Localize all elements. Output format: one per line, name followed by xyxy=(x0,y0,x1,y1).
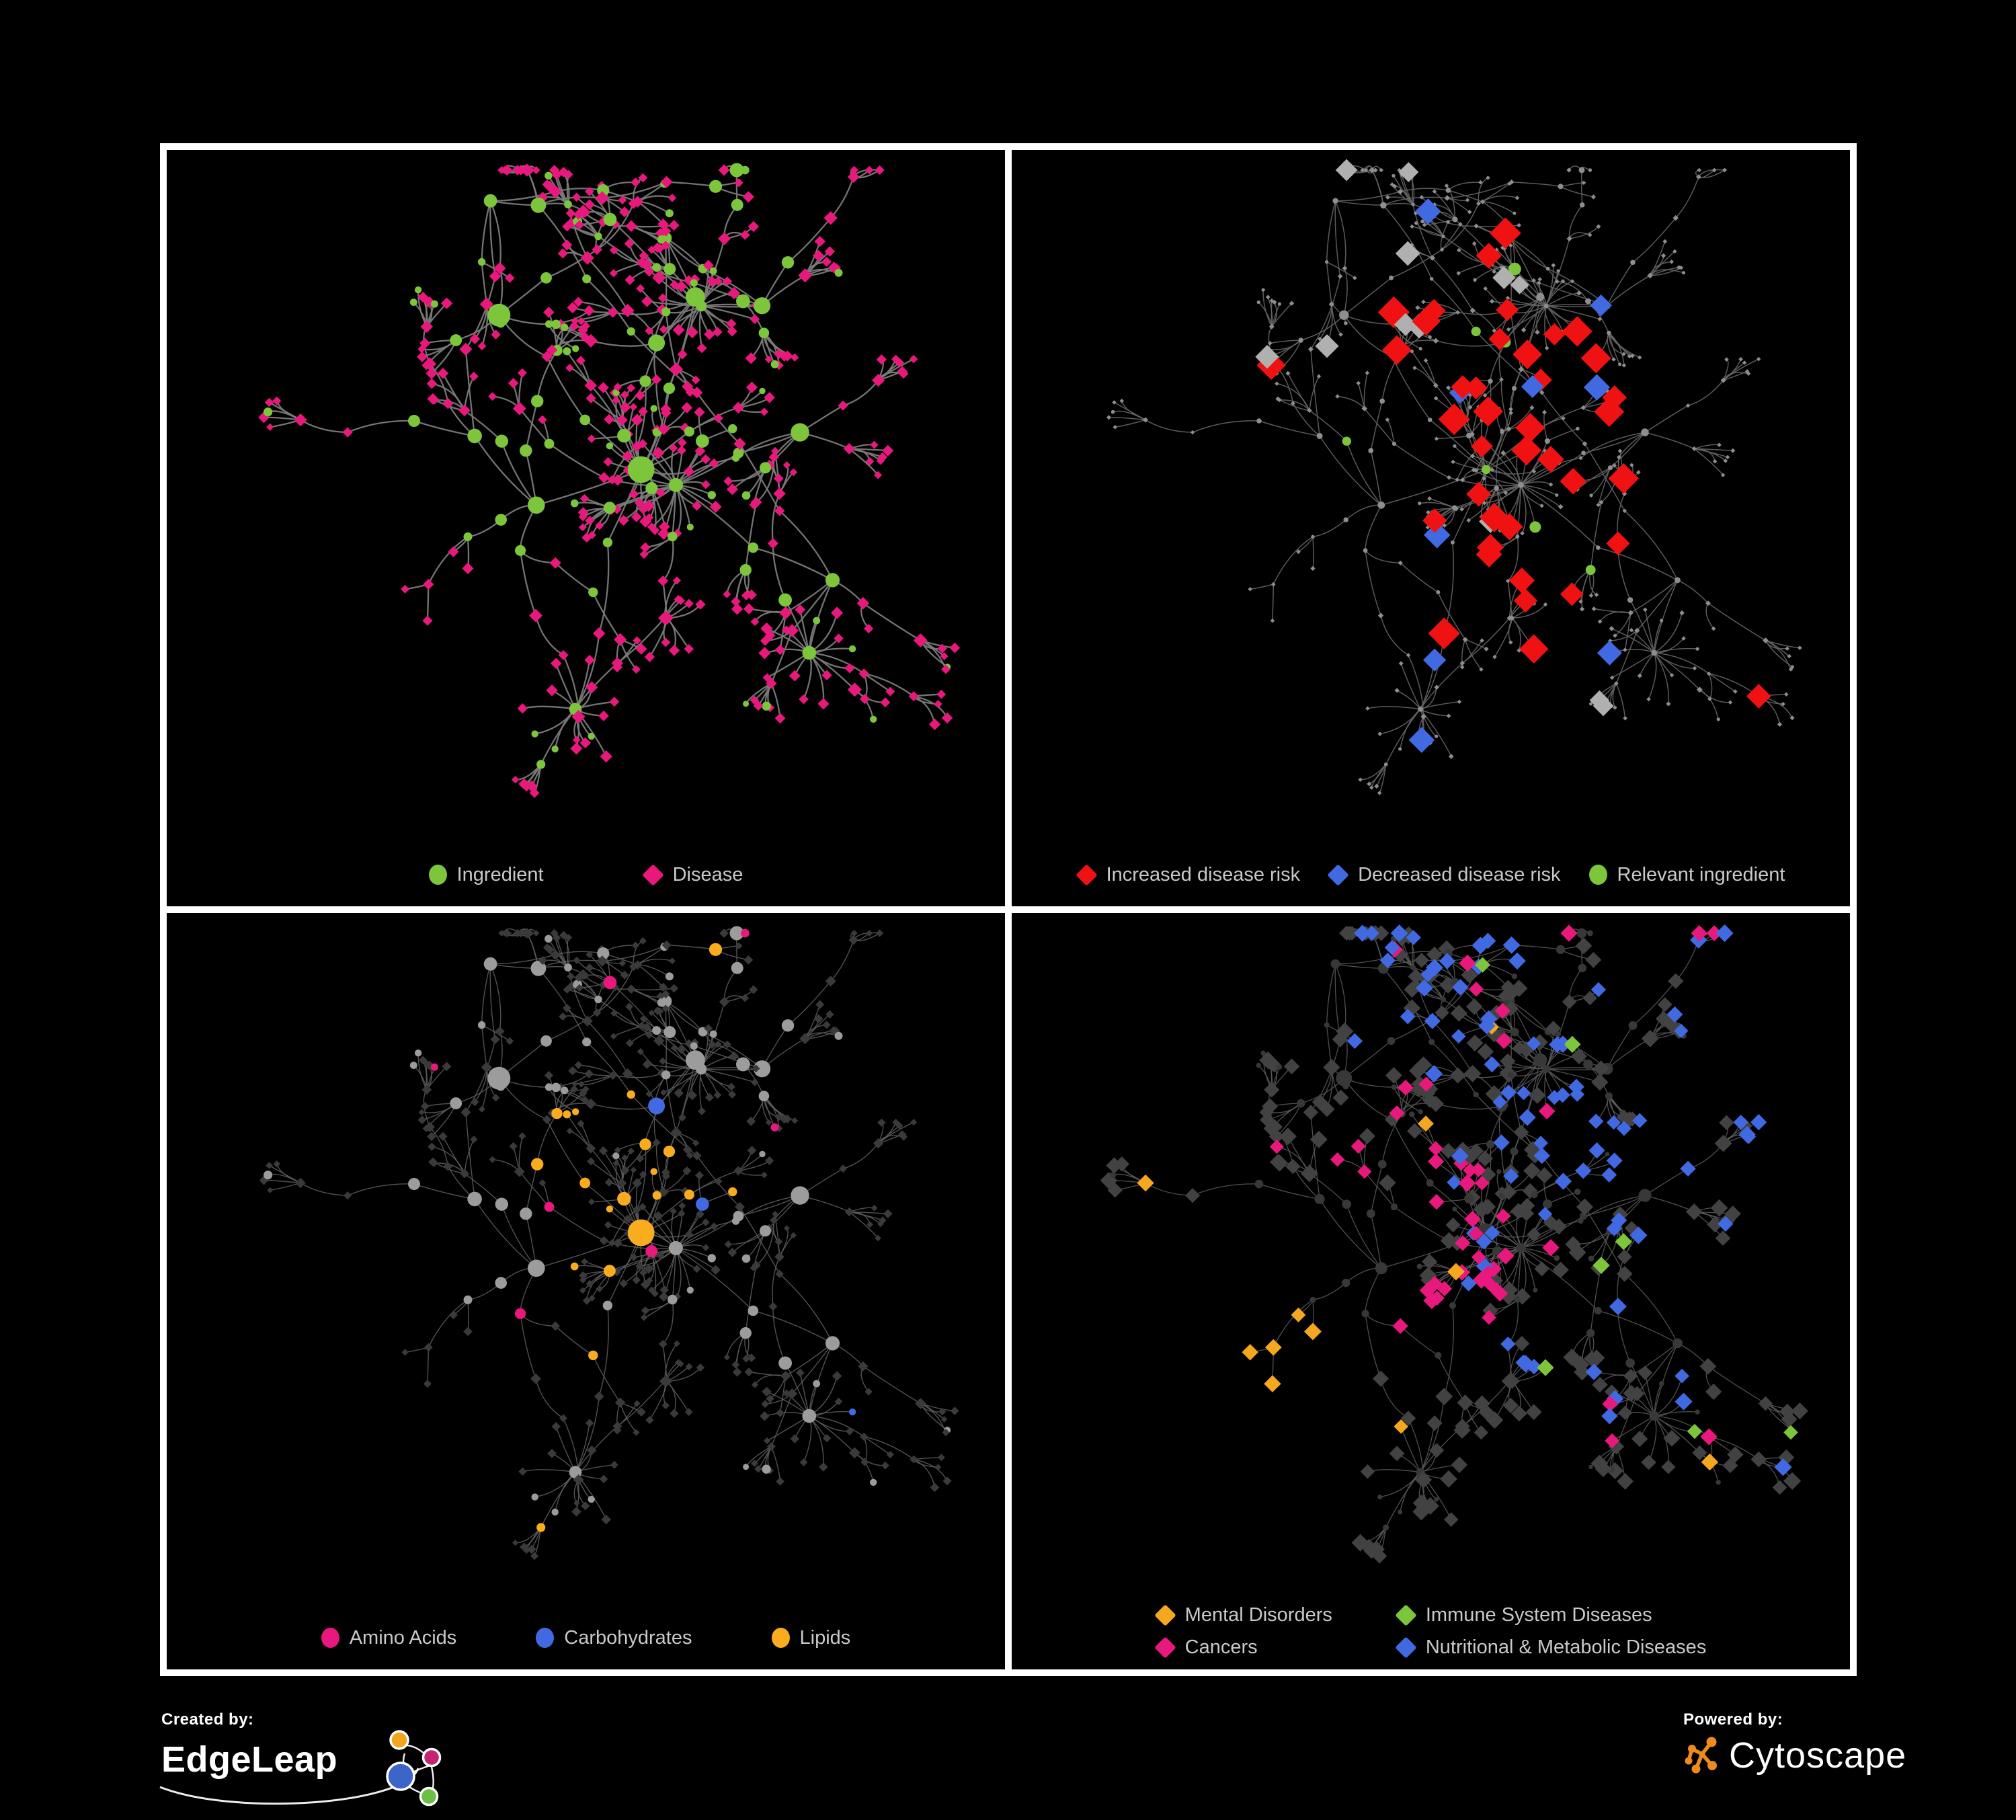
carbohydrates-circle-icon xyxy=(536,1628,555,1648)
panel-ingredient-disease: Ingredient Disease xyxy=(167,150,1005,906)
decreased-risk-diamond-icon xyxy=(1327,863,1349,886)
network-graph-ingredient-disease xyxy=(258,163,961,798)
legend-label: Relevant ingredient xyxy=(1617,864,1785,885)
legend-label: Increased disease risk xyxy=(1106,864,1301,885)
panel-disease-risk: Increased disease risk Decreased disease… xyxy=(1012,150,1850,906)
legend-label: Nutritional & Metabolic Diseases xyxy=(1425,1636,1707,1658)
legend-ingredient-classes: Amino Acids Carbohydrates Lipids xyxy=(167,1626,1005,1649)
edgeleap-brand: EdgeLeap xyxy=(161,1739,338,1780)
created-by-label: Created by: xyxy=(161,1710,254,1729)
edgeleap-orange-node xyxy=(389,1730,409,1750)
legend-item-immune-diseases: Immune System Diseases xyxy=(1395,1604,1706,1626)
increased-risk-diamond-icon xyxy=(1075,863,1098,886)
legend-item-ingredient: Ingredient xyxy=(428,863,544,886)
network-graph-disease-risk xyxy=(1106,159,1802,795)
edgeleap-credit: Created by: EdgeLeap xyxy=(159,1710,484,1807)
legend-disease-categories: Mental Disorders Immune System Diseases … xyxy=(1012,1604,1850,1659)
legend-item-increased-risk: Increased disease risk xyxy=(1075,863,1301,886)
edgeleap-magenta-node xyxy=(421,1747,442,1768)
lipids-circle-icon xyxy=(771,1628,790,1648)
legend-item-disease: Disease xyxy=(641,863,743,886)
edgeleap-green-node xyxy=(419,1786,439,1807)
legend-item-carbohydrates: Carbohydrates xyxy=(536,1626,692,1649)
panel-ingredient-classes: Amino Acids Carbohydrates Lipids xyxy=(167,913,1005,1669)
panel-disease-categories: Mental Disorders Immune System Diseases … xyxy=(1012,913,1850,1669)
legend-ingredient-disease: Ingredient Disease xyxy=(167,863,1005,886)
legend-item-cancers: Cancers xyxy=(1154,1636,1332,1659)
legend-label: Disease xyxy=(672,864,743,885)
immune-diseases-diamond-icon xyxy=(1395,1604,1417,1626)
legend-item-mental-disorders: Mental Disorders xyxy=(1154,1604,1332,1626)
legend-item-relevant-ingredient: Relevant ingredient xyxy=(1588,863,1785,886)
mental-disorders-diamond-icon xyxy=(1154,1604,1176,1626)
cytoscape-credit: Powered by: Cytoscape xyxy=(1683,1710,1906,1776)
legend-label: Amino Acids xyxy=(349,1627,457,1649)
legend-item-metabolic-diseases: Nutritional & Metabolic Diseases xyxy=(1395,1636,1707,1659)
cytoscape-logo-icon xyxy=(1685,1737,1717,1774)
network-graph-disease-categories xyxy=(1100,924,1808,1564)
relevant-ingredient-circle-icon xyxy=(1588,865,1607,885)
legend-label: Immune System Diseases xyxy=(1425,1604,1652,1626)
legend-label: Cancers xyxy=(1184,1636,1258,1658)
network-graph-ingredient-classes xyxy=(259,926,959,1560)
amino-acids-circle-icon xyxy=(321,1628,339,1648)
cancers-diamond-icon xyxy=(1154,1636,1176,1659)
legend-label: Ingredient xyxy=(456,864,544,885)
powered-by-label: Powered by: xyxy=(1683,1710,1783,1729)
legend-item-amino-acids: Amino Acids xyxy=(321,1626,457,1649)
legend-disease-risk: Increased disease risk Decreased disease… xyxy=(1012,863,1850,886)
cytoscape-brand: Cytoscape xyxy=(1729,1735,1907,1776)
legend-label: Carbohydrates xyxy=(564,1627,692,1649)
legend-item-lipids: Lipids xyxy=(771,1626,851,1649)
metabolic-diseases-diamond-icon xyxy=(1395,1636,1417,1659)
legend-item-decreased-risk: Decreased disease risk xyxy=(1327,863,1561,886)
disease-diamond-icon xyxy=(641,863,664,886)
panels-grid: Ingredient Disease Increased disease ris… xyxy=(160,143,1857,1676)
legend-label: Decreased disease risk xyxy=(1358,864,1561,885)
legend-label: Lipids xyxy=(799,1627,851,1649)
edgeleap-blue-node xyxy=(386,1762,415,1791)
legend-label: Mental Disorders xyxy=(1184,1604,1332,1626)
ingredient-circle-icon xyxy=(428,865,447,885)
